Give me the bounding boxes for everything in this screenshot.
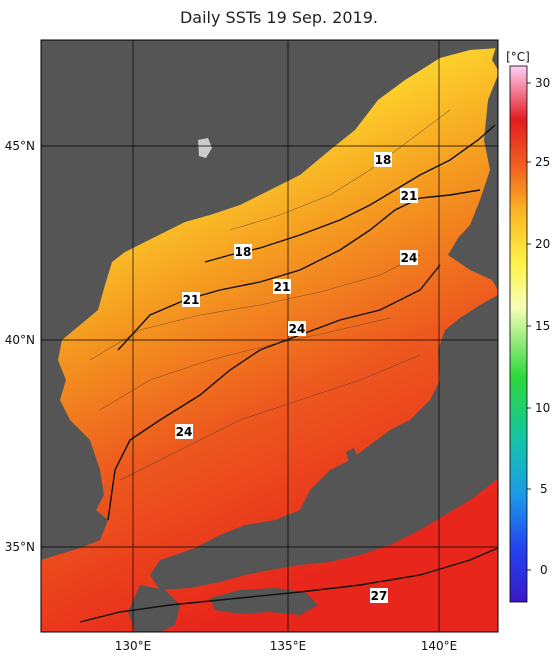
colorbar-tick: 15: [535, 319, 550, 333]
land-continent: [41, 40, 498, 560]
land-shikoku: [210, 588, 318, 615]
contour-21: [117, 189, 481, 351]
label-box: [370, 588, 388, 603]
label-box: [273, 279, 291, 294]
lat-tick-label: 40°N: [5, 333, 35, 347]
label-box: [182, 292, 200, 307]
colorbar-scale: [509, 65, 528, 603]
contour-label: 27: [371, 589, 388, 603]
contour-label: 21: [274, 280, 291, 294]
land-kyushu: [128, 585, 180, 632]
label-box: [175, 424, 193, 439]
contour-label: 21: [401, 189, 418, 203]
label-box: [234, 244, 252, 259]
colorbar-tick: 0: [540, 563, 548, 577]
contour-label: 24: [289, 322, 306, 336]
lon-tick-label: 135°E: [270, 639, 307, 653]
label-box: [400, 250, 418, 265]
contour-24: [107, 264, 441, 521]
colorbar-unit: [°C]: [506, 50, 530, 64]
colorbar-tick: 20: [535, 237, 550, 251]
contour-label: 18: [375, 153, 392, 167]
colorbar: [°C] 30 25 20 15 10 5 0: [506, 50, 550, 603]
lat-tick-label: 45°N: [5, 139, 35, 153]
label-box: [374, 152, 392, 167]
contour-label: 24: [401, 251, 418, 265]
label-box: [400, 188, 418, 203]
contour-label: 18: [235, 245, 252, 259]
graticule: [41, 40, 498, 632]
contour-27: [79, 547, 498, 623]
lon-tick-label: 130°E: [115, 639, 152, 653]
lon-tick-label: 140°E: [421, 639, 458, 653]
land-sakhalin: [492, 40, 498, 70]
island-west: [198, 138, 212, 158]
colorbar-tick: 25: [535, 155, 550, 169]
map-title: Daily SSTs 19 Sep. 2019.: [179, 8, 378, 27]
colorbar-tick: 5: [540, 482, 548, 496]
map-frame: [40, 39, 499, 633]
label-box: [288, 321, 306, 336]
map-panel: 18 18 21 21 21 24 24 24 27: [41, 40, 498, 632]
colorbar-tick: 10: [535, 401, 550, 415]
land-japan-north: [448, 75, 498, 290]
contour-label: 24: [176, 425, 193, 439]
contour-label: 21: [183, 293, 200, 307]
contour-labels: 18 18 21 21 21 24 24 24 27: [175, 152, 418, 603]
land-honshu: [150, 295, 498, 590]
lat-tick-label: 35°N: [5, 540, 35, 554]
minor-contours: [89, 109, 451, 481]
colorbar-tick: 30: [535, 76, 550, 90]
island-sado: [346, 448, 358, 465]
